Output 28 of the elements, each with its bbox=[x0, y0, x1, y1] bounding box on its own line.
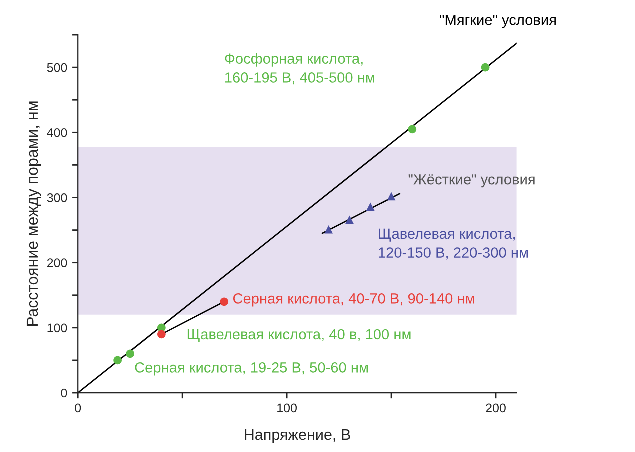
point bbox=[114, 356, 122, 365]
point bbox=[220, 298, 229, 306]
point bbox=[387, 192, 396, 201]
y-tick-label: 0 bbox=[61, 388, 68, 398]
point bbox=[408, 125, 417, 134]
point bbox=[366, 202, 375, 212]
y-tick-label: 500 bbox=[47, 63, 68, 72]
y-tick-label: 100 bbox=[48, 324, 68, 333]
band-label: "Жёсткие" условия bbox=[408, 174, 535, 188]
series-label: "Мягкие" условия bbox=[440, 15, 556, 28]
series-label: Щавелевая кислота, 120-150 В, 220-300 нм bbox=[379, 228, 528, 260]
point bbox=[126, 350, 135, 358]
annotation: Щавелевая кислота, 40 в, 100 нм bbox=[188, 329, 411, 342]
series-label: Серная кислота, 40-70 В, 90-140 нм bbox=[233, 294, 474, 307]
y-tick-label: 300 bbox=[47, 194, 68, 202]
x-tick-label: 100 bbox=[278, 404, 297, 413]
x-axis-title: Напряжение, В bbox=[245, 430, 350, 444]
y-tick-label: 200 bbox=[47, 258, 68, 268]
point bbox=[324, 225, 334, 234]
point bbox=[346, 216, 354, 224]
y-tick-label: 400 bbox=[47, 128, 68, 138]
x-tick-label: 200 bbox=[486, 404, 506, 413]
y-axis-title: Расстояние между порами, нм bbox=[26, 102, 42, 326]
x-tick-label: 0 bbox=[75, 404, 82, 413]
point bbox=[158, 330, 166, 339]
annotation: Фосфорная кислота, 160-195 В, 405-500 нм bbox=[225, 53, 374, 85]
annotation: Серная кислота, 19-25 В, 50-60 нм bbox=[135, 362, 368, 376]
point bbox=[481, 63, 490, 72]
